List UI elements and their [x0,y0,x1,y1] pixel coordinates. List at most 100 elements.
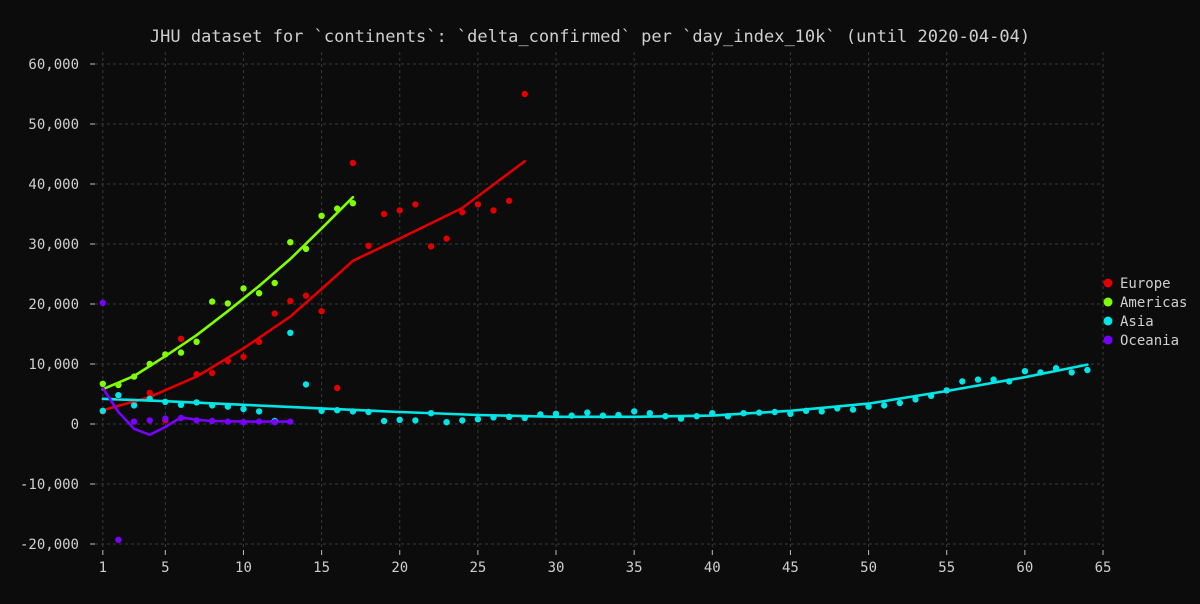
data-point-asia [943,387,950,394]
data-point-americas [224,300,231,307]
data-point-asia [115,392,122,399]
data-point-asia [380,417,388,425]
x-tick-label: 1 [99,560,107,576]
data-point-oceania [177,414,185,422]
data-point-asia [974,376,982,383]
grid [95,52,1104,550]
x-tick-label: 15 [313,560,330,576]
data-point-europe [146,389,153,396]
x-tick-label: 50 [860,560,877,576]
data-point-asia [146,395,153,402]
data-point-europe [505,197,513,204]
data-point-europe [240,353,247,360]
data-point-europe [209,369,216,377]
x-tick-label: 35 [626,560,643,576]
data-point-americas [287,239,294,246]
x-tick-label: 40 [704,560,721,576]
data-point-asia [724,413,732,420]
x-tick-label: 45 [782,560,799,576]
data-point-asia [1021,368,1029,375]
data-point-asia [521,414,528,422]
data-point-asia [615,411,622,419]
data-point-asia [1052,365,1060,372]
trend-line-asia [101,363,1089,419]
x-tick-label: 60 [1016,560,1033,576]
x-tick-label: 65 [1095,560,1112,576]
data-point-asia [240,405,247,413]
data-point-americas [177,349,185,356]
data-point-oceania [209,417,216,425]
data-point-asia [849,406,857,413]
data-point-asia [193,399,200,406]
data-point-europe [287,297,294,305]
data-point-oceania [287,418,294,425]
legend-label-asia: Asia [1120,314,1154,330]
data-point-asia [568,412,575,419]
data-point-europe [427,243,435,250]
y-tick-label: 20,000 [28,297,79,313]
data-point-asia [209,402,216,409]
data-point-asia [912,396,919,403]
legend-label-europe: Europe [1120,276,1171,292]
y-tick-label: 60,000 [28,57,79,73]
data-point-asia [412,417,419,424]
data-point-oceania [255,418,263,425]
y-tick-label: -10,000 [20,477,79,493]
data-point-asia [427,410,435,417]
data-point-asia [1084,366,1091,374]
y-tick-label: -20,000 [20,537,79,553]
data-point-asia [881,402,888,409]
data-point-asia [334,407,341,414]
data-point-asia [709,410,716,417]
data-point-asia [662,413,669,420]
x-tick-label: 25 [469,560,486,576]
data-point-europe [271,310,278,317]
data-point-europe [396,207,403,214]
data-point-asia [1006,378,1013,385]
data-point-asia [631,408,638,415]
data-point-europe [521,90,528,98]
data-point-europe [349,159,357,167]
y-axis: -20,000 -10,000 0 10,000 20,000 30,000 40,000 5… [20,57,95,553]
data-point-americas [130,373,138,380]
data-point-asia [162,398,169,405]
y-tick-label: 40,000 [28,177,79,193]
x-tick-label: 10 [235,560,252,576]
data-point-asia [1068,369,1075,376]
legend-label-americas: Americas [1120,295,1187,311]
y-tick-label: 10,000 [28,357,79,373]
data-point-asia [365,408,372,416]
data-point-asia [927,392,935,399]
data-point-asia [599,412,607,419]
data-point-oceania [224,418,231,425]
data-point-europe [302,292,310,299]
data-point-asia [443,419,450,426]
data-point-asia [1037,369,1044,376]
data-point-asia [349,408,357,415]
data-point-asia [865,403,872,410]
data-point-americas [240,285,247,292]
data-point-asia [959,378,966,385]
data-point-oceania [240,419,247,426]
data-point-oceania [193,417,200,424]
data-point-americas [318,212,325,219]
data-point-asia [787,410,794,417]
data-point-asia [584,409,591,416]
data-point-asia [677,415,685,422]
data-point-asia [990,376,997,383]
data-point-asia [646,410,653,417]
data-point-americas [302,245,310,252]
data-point-europe [224,357,231,365]
data-point-europe [459,209,466,216]
data-point-asia [490,414,497,421]
data-point-americas [349,200,357,207]
x-tick-label: 20 [391,560,408,576]
data-point-oceania [115,536,122,543]
data-point-asia [834,405,841,412]
data-point-asia [302,381,310,388]
data-point-asia [740,410,747,417]
data-point-americas [193,338,200,345]
data-point-asia [99,407,107,414]
